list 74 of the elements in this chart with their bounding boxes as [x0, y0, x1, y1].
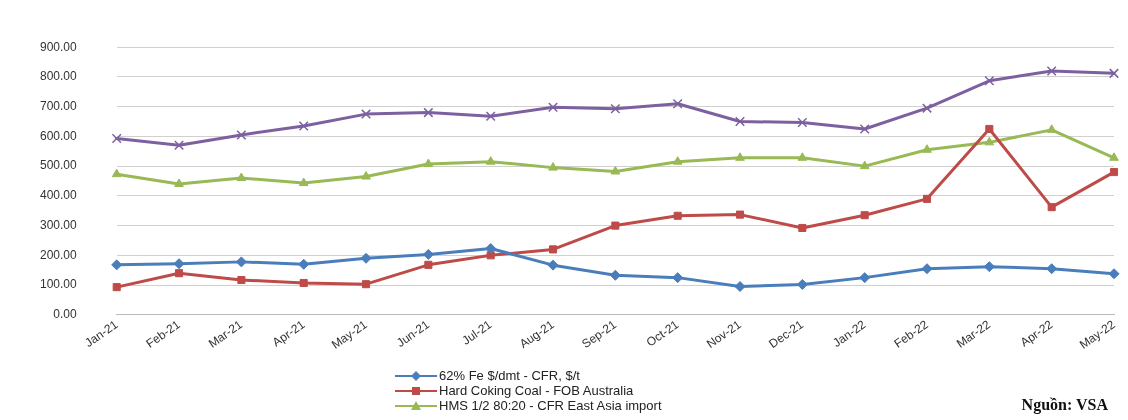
point: [922, 194, 932, 203]
point: [984, 136, 995, 146]
point: [672, 98, 683, 109]
point: [1109, 152, 1119, 161]
point: [424, 260, 433, 269]
y-tick-label: 300.00: [40, 217, 78, 232]
y-tick-label: 0.00: [53, 307, 78, 322]
point: [859, 123, 870, 134]
point: [985, 124, 994, 133]
point: [548, 245, 558, 254]
y-tick-label: 600.00: [40, 128, 78, 143]
point: [361, 109, 372, 120]
point: [299, 278, 308, 288]
point: [173, 258, 185, 270]
point: [547, 259, 559, 271]
point: [673, 211, 682, 220]
point: [360, 252, 372, 264]
point: [735, 116, 746, 127]
point: [735, 152, 745, 161]
legend-label: 62% Fe $/dmt - CFR, $/t: [439, 368, 580, 383]
point: [175, 269, 184, 278]
point: [423, 158, 434, 168]
point: [859, 160, 870, 170]
point: [237, 275, 246, 285]
point: [111, 168, 122, 178]
point: [548, 162, 558, 171]
point: [672, 272, 684, 284]
point: [1109, 68, 1119, 79]
y-tick-label: 700.00: [40, 98, 78, 113]
point: [611, 221, 620, 230]
point: [610, 165, 621, 175]
point: [1047, 203, 1056, 212]
legend-label: HMS 1/2 80:20 - CFR East Asia import: [439, 398, 662, 413]
point: [485, 243, 497, 254]
point: [922, 103, 932, 114]
point: [174, 178, 184, 187]
point: [735, 210, 745, 219]
text: Nguồn: VSA: [1021, 396, 1108, 414]
point: [860, 211, 869, 220]
point: [485, 111, 496, 122]
point: [422, 248, 434, 260]
point: [734, 281, 746, 293]
point: [798, 223, 807, 233]
y-tick-label: 900.00: [40, 39, 78, 54]
point: [921, 263, 933, 275]
point: [1108, 268, 1120, 280]
point: [298, 121, 309, 131]
point: [796, 278, 808, 290]
point: [548, 102, 559, 113]
point: [174, 140, 185, 151]
point: [236, 172, 247, 182]
point: [922, 144, 932, 153]
point: [859, 272, 871, 284]
point: [485, 156, 496, 165]
y-tick-label: 100.00: [40, 277, 78, 292]
point: [298, 177, 309, 187]
point: [1109, 168, 1119, 177]
legend-label: Hard Coking Coal - FOB Australia: [439, 383, 634, 398]
point: [672, 156, 683, 165]
y-tick-label: 200.00: [40, 247, 78, 262]
point: [797, 152, 808, 161]
y-tick-label: 400.00: [40, 188, 78, 203]
point: [610, 103, 621, 114]
point: [236, 129, 247, 140]
point: [361, 280, 371, 289]
point: [1046, 65, 1057, 76]
point: [984, 75, 995, 86]
y-tick-label: 500.00: [40, 158, 78, 173]
y-tick-label: 800.00: [40, 69, 78, 84]
point: [112, 283, 121, 292]
point: [423, 107, 434, 118]
point: [361, 171, 371, 180]
point: [797, 117, 808, 128]
point: [111, 133, 122, 144]
